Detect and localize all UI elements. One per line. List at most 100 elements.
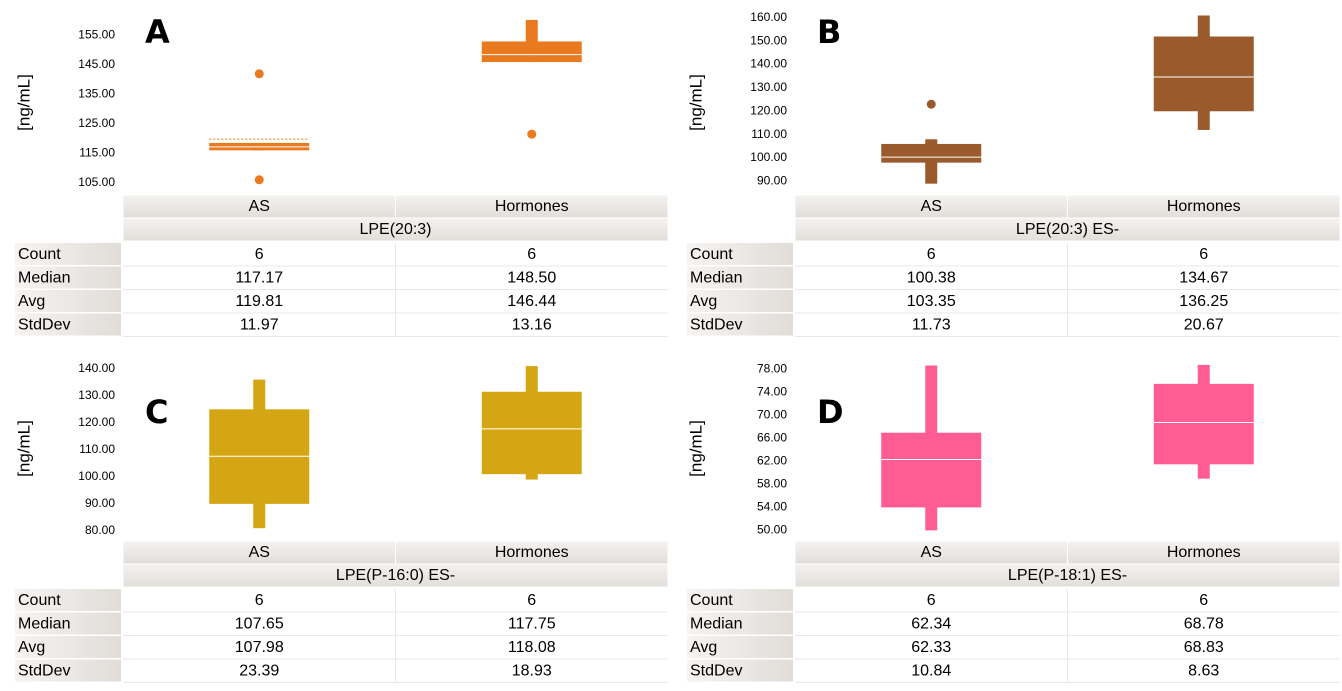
group-label: LPE(20:3)	[359, 221, 431, 238]
y-axis-label: [ng/mL]	[686, 420, 705, 477]
x-tick-label: AS	[921, 544, 942, 561]
y-axis-label: [ng/mL]	[14, 74, 33, 131]
table-value: 68.78	[1184, 616, 1224, 633]
row-label: Count	[690, 246, 733, 263]
row-label: Median	[690, 616, 742, 633]
row-label: Count	[18, 246, 61, 263]
row-label: Count	[18, 592, 61, 609]
x-tick-label: Hormones	[1167, 544, 1241, 561]
table-value: 134.67	[1179, 270, 1228, 287]
row-label-cell	[687, 290, 793, 312]
outlier	[254, 69, 264, 79]
y-tick-label: 155.00	[78, 28, 115, 42]
table-value: 6	[1199, 246, 1208, 263]
y-tick-label: 160.00	[750, 10, 787, 24]
table-value: 118.08	[508, 639, 556, 656]
row-label: Count	[690, 592, 733, 609]
outlier	[527, 129, 537, 139]
y-tick-label: 120.00	[78, 415, 115, 429]
group-header	[122, 217, 669, 242]
table-value: 6	[927, 592, 936, 609]
table-value: 6	[255, 246, 264, 263]
row-label-cell	[687, 313, 793, 336]
row-label-cell	[687, 636, 793, 658]
y-axis-label: [ng/mL]	[14, 420, 33, 477]
table-value: 13.16	[512, 317, 552, 334]
table-value: 11.97	[240, 317, 279, 334]
table-value: 20.67	[1184, 317, 1224, 334]
group-label: LPE(P-18:1) ES-	[1008, 567, 1127, 584]
row-label: Median	[690, 270, 742, 287]
y-tick-label: 70.00	[757, 408, 787, 422]
box	[881, 143, 982, 163]
row-label-cell	[687, 243, 793, 265]
outlier	[926, 99, 936, 109]
x-tick-label: Hormones	[495, 198, 569, 215]
y-tick-label: 66.00	[757, 431, 787, 445]
panel-letter: D	[817, 393, 844, 431]
table-value: 18.93	[512, 663, 552, 680]
table-value: 6	[527, 592, 536, 609]
panel-letter: B	[817, 13, 841, 51]
row-label: Avg	[690, 293, 717, 310]
table-value: 62.34	[911, 616, 951, 633]
y-tick-label: 110.00	[79, 442, 115, 456]
y-tick-label: 54.00	[757, 500, 787, 514]
row-label-cell	[15, 659, 121, 682]
table-value: 136.25	[1179, 293, 1228, 310]
y-tick-label: 58.00	[757, 477, 787, 491]
table-value: 148.50	[507, 270, 556, 287]
table-value: 6	[1199, 592, 1208, 609]
table-value: 6	[527, 246, 536, 263]
y-tick-label: 105.00	[78, 175, 115, 189]
y-tick-label: 125.00	[78, 116, 115, 130]
row-label-cell	[15, 636, 121, 658]
table-value: 11.73	[912, 317, 951, 334]
table-value: 6	[255, 592, 264, 609]
row-label-cell	[15, 243, 121, 265]
table-value: 62.33	[911, 639, 951, 656]
row-label: Median	[18, 616, 70, 633]
row-label: Median	[18, 270, 70, 287]
y-tick-label: 100.00	[750, 150, 787, 164]
row-label: Avg	[18, 293, 45, 310]
y-tick-label: 140.00	[750, 57, 787, 71]
row-label: StdDev	[18, 663, 70, 680]
y-tick-label: 90.00	[757, 173, 787, 187]
table-value: 107.65	[235, 616, 284, 633]
y-tick-label: 130.00	[78, 388, 115, 402]
table-value: 107.98	[235, 639, 284, 656]
table-value: 6	[927, 246, 936, 263]
row-label: StdDev	[690, 663, 742, 680]
row-label-cell	[15, 313, 121, 336]
table-value: 100.38	[907, 270, 956, 287]
outlier	[254, 175, 264, 185]
x-tick-label: AS	[249, 198, 270, 215]
y-tick-label: 140.00	[78, 361, 115, 375]
y-tick-label: 62.00	[757, 454, 787, 468]
box	[481, 391, 582, 475]
table-value: 146.44	[507, 293, 556, 310]
x-tick-label: AS	[249, 544, 270, 561]
box	[1153, 36, 1254, 112]
y-tick-label: 100.00	[78, 469, 115, 483]
group-header	[794, 217, 1341, 242]
row-label-cell	[687, 659, 793, 682]
group-header	[794, 563, 1341, 588]
row-label-cell	[15, 589, 121, 611]
table-value: 117.75	[508, 616, 556, 633]
x-tick-label: Hormones	[1167, 198, 1241, 215]
box	[1153, 383, 1254, 465]
row-label-cell	[15, 612, 121, 635]
x-tick-label: Hormones	[495, 544, 569, 561]
row-label: StdDev	[690, 317, 742, 334]
table-value: 117.17	[235, 270, 283, 287]
y-tick-label: 135.00	[78, 87, 115, 101]
y-tick-label: 150.00	[750, 33, 787, 47]
y-tick-label: 90.00	[85, 496, 115, 510]
y-tick-label: 80.00	[85, 523, 115, 537]
table-value: 10.84	[911, 663, 951, 680]
group-header	[122, 563, 669, 588]
row-label-cell	[687, 612, 793, 635]
